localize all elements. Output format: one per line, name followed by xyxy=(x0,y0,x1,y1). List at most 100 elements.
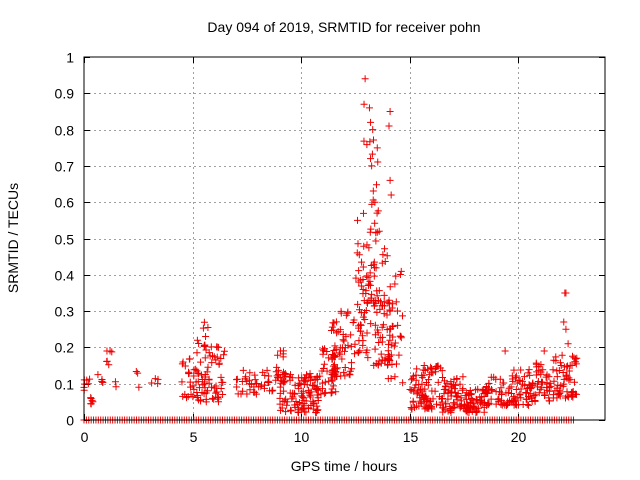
data-point xyxy=(399,312,407,320)
data-point xyxy=(360,100,368,108)
data-point xyxy=(420,371,428,379)
data-point xyxy=(409,397,417,405)
data-point xyxy=(502,401,510,409)
data-point xyxy=(512,396,520,404)
data-point xyxy=(307,373,315,381)
data-point xyxy=(367,294,375,302)
data-point xyxy=(276,394,284,402)
data-point xyxy=(563,371,571,379)
chart-title: Day 094 of 2019, SRMTID for receiver poh… xyxy=(207,19,480,35)
data-point xyxy=(411,384,419,392)
data-point xyxy=(367,320,375,328)
data-point xyxy=(287,371,295,379)
data-point xyxy=(452,381,460,389)
data-point xyxy=(466,386,474,394)
data-point xyxy=(89,398,97,406)
data-point xyxy=(287,407,295,415)
data-point xyxy=(200,390,208,398)
data-point xyxy=(103,357,111,365)
data-point xyxy=(414,389,422,397)
data-point xyxy=(389,323,397,331)
data-point xyxy=(363,346,371,354)
data-point xyxy=(450,375,458,383)
data-point xyxy=(366,281,374,289)
y-tick-label: 0.5 xyxy=(55,232,75,248)
data-point xyxy=(328,323,336,331)
data-point xyxy=(329,319,337,327)
data-point xyxy=(431,387,439,395)
data-point xyxy=(278,404,286,412)
data-point xyxy=(424,398,432,406)
data-point xyxy=(328,369,336,377)
data-point xyxy=(193,349,201,357)
data-point xyxy=(568,392,576,400)
data-point xyxy=(478,393,486,401)
data-point xyxy=(391,373,399,381)
data-point xyxy=(351,340,359,348)
data-point xyxy=(462,407,470,415)
data-point xyxy=(199,324,207,332)
data-point xyxy=(337,372,345,380)
data-point xyxy=(562,289,570,297)
data-point xyxy=(317,390,325,398)
data-point xyxy=(441,406,449,414)
data-point xyxy=(504,389,512,397)
data-point xyxy=(294,408,302,416)
data-point xyxy=(379,251,387,259)
data-point xyxy=(463,408,471,416)
data-point xyxy=(203,368,211,376)
data-point xyxy=(243,390,251,398)
data-point xyxy=(360,137,368,145)
data-point xyxy=(421,405,429,413)
data-point xyxy=(396,270,404,278)
data-point xyxy=(537,368,545,376)
data-point xyxy=(510,366,518,374)
data-point xyxy=(525,366,533,374)
data-point xyxy=(206,352,214,360)
data-point xyxy=(381,357,389,365)
data-point xyxy=(313,391,321,399)
data-point xyxy=(369,187,377,195)
data-point xyxy=(320,347,328,355)
data-point xyxy=(300,397,308,405)
data-point xyxy=(385,296,393,304)
data-point xyxy=(515,376,523,384)
data-point xyxy=(202,346,210,354)
data-point xyxy=(112,383,120,391)
data-point xyxy=(193,336,201,344)
data-point xyxy=(299,393,307,401)
y-tick-label: 0.8 xyxy=(55,123,75,139)
data-point xyxy=(459,373,467,381)
data-point xyxy=(535,362,543,370)
data-point xyxy=(328,355,336,363)
data-point xyxy=(375,227,383,235)
data-point xyxy=(332,346,340,354)
data-point xyxy=(503,400,511,408)
data-point xyxy=(311,385,319,393)
data-point xyxy=(295,379,303,387)
data-point xyxy=(276,383,284,391)
data-point xyxy=(376,305,384,313)
data-point xyxy=(178,378,186,386)
data-point xyxy=(546,397,554,405)
data-point xyxy=(151,375,159,383)
data-point xyxy=(391,339,399,347)
data-point xyxy=(279,353,287,361)
data-point xyxy=(556,392,564,400)
data-point xyxy=(487,386,495,394)
data-point xyxy=(485,380,493,388)
data-point xyxy=(339,336,347,344)
data-point xyxy=(393,307,401,315)
data-point xyxy=(377,350,385,358)
data-point xyxy=(553,373,561,381)
data-point xyxy=(375,287,383,295)
y-tick-label: 0.3 xyxy=(55,304,75,320)
data-point xyxy=(365,104,373,112)
data-point xyxy=(345,370,353,378)
data-point xyxy=(495,398,503,406)
data-point xyxy=(372,229,380,237)
data-point xyxy=(86,375,94,383)
data-point xyxy=(563,363,571,371)
data-point xyxy=(555,367,563,375)
data-point xyxy=(347,359,355,367)
